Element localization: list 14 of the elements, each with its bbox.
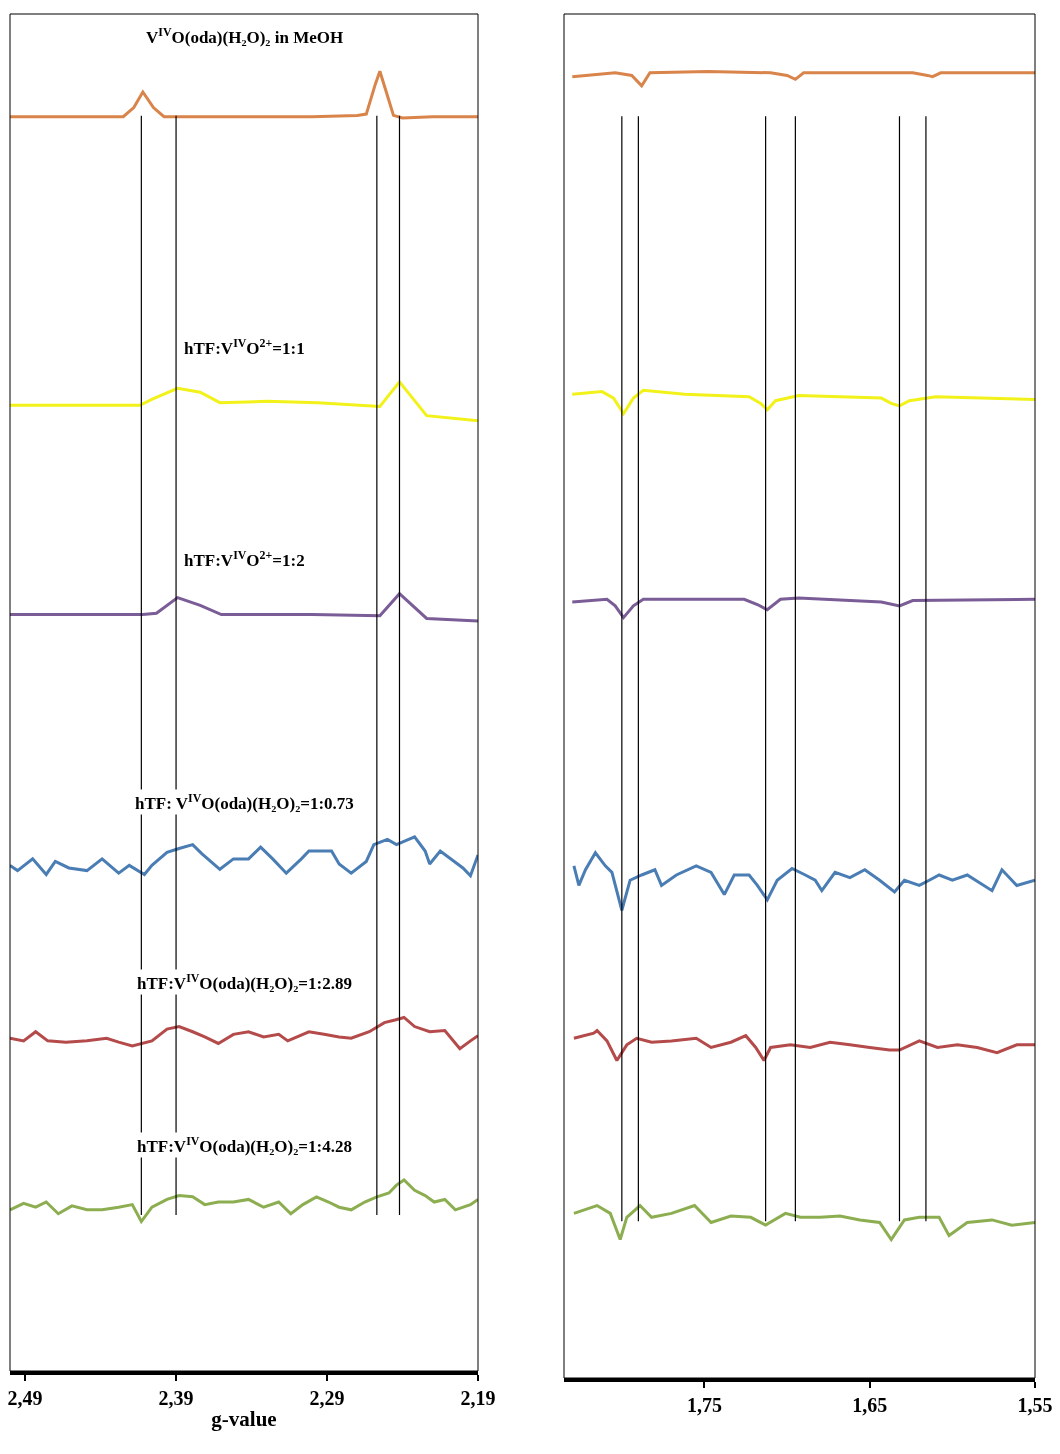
x-tick-label: 2,49	[7, 1387, 43, 1409]
text: hTF:V$^{IV}$O(oda)(H₂O)₂=1:2.89	[137, 971, 352, 994]
x-tick-label: 2,19	[460, 1387, 496, 1409]
series-label: hTF:V$^{IV}$O$^{2+}$=1:1	[184, 336, 305, 359]
x-tick-label: 1,75	[686, 1394, 722, 1416]
text: hTF:V$^{IV}$O(oda)(H₂O)₂=1:4.28	[137, 1134, 352, 1157]
x-tick-label: 1,55	[1017, 1394, 1053, 1416]
text: hTF: V$^{IV}$O(oda)(H₂O)₂=1:0.73	[135, 791, 354, 814]
text: V$^{IV}$O(oda)(H₂O)₂ in MeOH	[146, 25, 344, 48]
x-tick-label: 2,29	[309, 1387, 345, 1409]
x-tick-label: 1,65	[852, 1394, 888, 1416]
series-label: hTF:V$^{IV}$O$^{2+}$=1:2	[184, 548, 305, 571]
x-axis-title: g-value	[211, 1406, 277, 1431]
x-tick-label: 2,39	[158, 1387, 194, 1409]
